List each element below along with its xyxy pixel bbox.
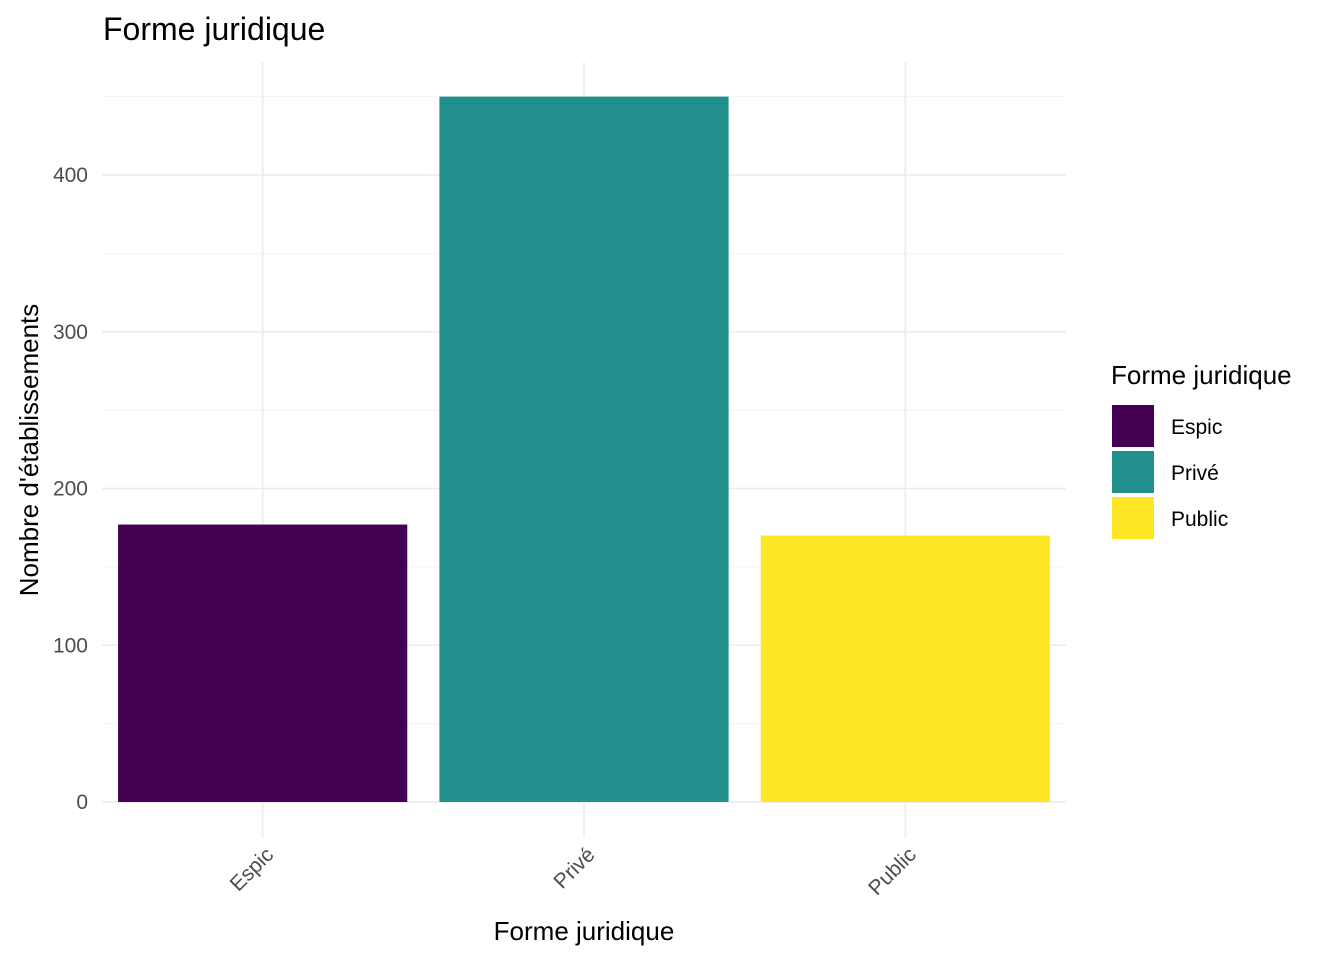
legend: Forme juridique Espic Privé Public xyxy=(1111,360,1292,539)
x-tick-label: Espic xyxy=(226,843,279,896)
legend-label: Espic xyxy=(1171,416,1222,439)
bar-espic xyxy=(118,524,408,802)
y-tick-label: 400 xyxy=(53,164,88,187)
legend-key-privé xyxy=(1112,451,1154,493)
x-tick-label: Public xyxy=(864,843,921,900)
bars xyxy=(118,96,1050,802)
legend-label: Privé xyxy=(1171,462,1219,485)
y-tick-label: 200 xyxy=(53,478,88,501)
legend-items: Espic Privé Public xyxy=(1112,405,1228,539)
bar-public xyxy=(760,535,1050,802)
x-axis-title: Forme juridique xyxy=(494,916,675,946)
y-tick-label: 0 xyxy=(76,791,88,814)
legend-key-public xyxy=(1112,497,1154,539)
legend-title: Forme juridique xyxy=(1111,360,1292,390)
y-tick-label: 300 xyxy=(53,321,88,344)
bar-privé xyxy=(439,96,729,802)
y-tick-label: 100 xyxy=(53,634,88,657)
chart-title: Forme juridique xyxy=(103,11,325,47)
y-axis-ticks: 0 100 200 300 400 xyxy=(53,164,88,814)
x-axis-ticks: Espic Privé Public xyxy=(226,843,921,900)
x-tick-label: Privé xyxy=(549,843,599,893)
legend-key-espic xyxy=(1112,405,1154,447)
legend-label: Public xyxy=(1171,508,1228,531)
y-axis-title: Nombre d'établissements xyxy=(14,304,44,597)
